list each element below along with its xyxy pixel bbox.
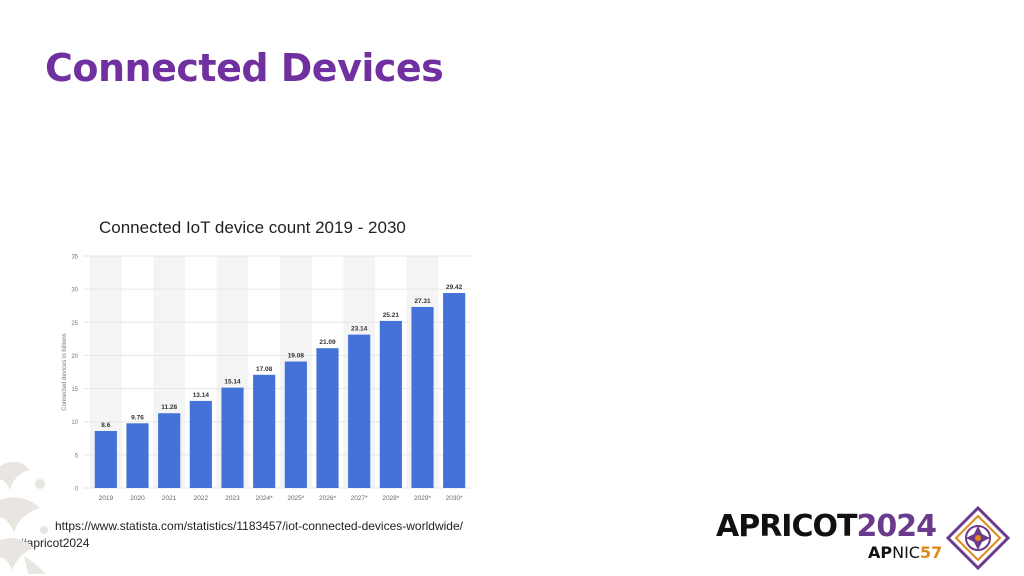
source-link[interactable]: https://www.statista.com/statistics/1183… — [55, 519, 463, 533]
y-tick-label: 20 — [71, 354, 78, 360]
bar — [316, 348, 339, 488]
x-tick-label: 2026* — [319, 495, 336, 502]
data-label: 8.6 — [101, 422, 110, 429]
decorative-corner-pattern — [0, 461, 48, 574]
apnic-wordmark: APNIC57 — [868, 543, 943, 562]
x-tick-label: 2029* — [414, 495, 431, 502]
x-tick-label: 2027* — [351, 495, 368, 502]
bar — [348, 334, 371, 488]
x-tick-label: 2021 — [162, 495, 177, 502]
x-tick-label: 2022 — [194, 495, 209, 502]
bar — [284, 361, 307, 488]
data-label: 25.21 — [383, 312, 400, 319]
bar — [379, 320, 402, 488]
bar — [158, 413, 181, 488]
data-label: 15.14 — [224, 379, 241, 386]
bar — [253, 374, 276, 488]
bar — [189, 400, 212, 488]
bar — [443, 292, 466, 488]
x-tick-label: 2030* — [446, 495, 463, 502]
x-tick-label: 2028* — [382, 495, 399, 502]
apricot-apnic-logo: APRICOT2024 APNIC57 — [716, 506, 1016, 570]
apricot-emblem-icon — [946, 506, 1010, 570]
y-tick-label: 30 — [71, 288, 78, 294]
y-tick-label: 10 — [71, 420, 78, 426]
bar — [221, 387, 244, 488]
event-hashtag: #apricot2024 — [20, 536, 90, 550]
y-axis-label: Connected devices in billions — [62, 333, 68, 410]
y-tick-label: 5 — [75, 453, 79, 459]
data-label: 19.08 — [288, 353, 305, 360]
data-label: 11.28 — [161, 404, 177, 411]
data-label: 23.14 — [351, 326, 368, 333]
x-tick-label: 2023 — [225, 495, 240, 502]
x-tick-label: 2025* — [287, 495, 304, 502]
x-tick-label: 2019 — [99, 495, 114, 502]
x-tick-label: 2024* — [256, 495, 273, 502]
data-label: 9.76 — [131, 414, 144, 421]
bar — [94, 430, 117, 488]
y-tick-label: 0 — [75, 487, 79, 493]
data-label: 29.42 — [446, 284, 463, 291]
bar — [411, 306, 434, 488]
bar — [126, 423, 149, 488]
slide-title: Connected Devices — [45, 46, 444, 90]
x-tick-label: 2020 — [130, 495, 145, 502]
chart-caption: Connected IoT device count 2019 - 2030 — [99, 218, 406, 237]
apricot-wordmark: APRICOT2024 — [716, 509, 937, 544]
data-label: 17.08 — [256, 366, 273, 373]
data-label: 27.31 — [414, 298, 431, 305]
y-tick-label: 15 — [71, 387, 78, 393]
iot-device-bar-chart: 0 5 10 15 20 25 30 35 Connected devices in billi… — [62, 255, 470, 502]
data-label: 13.14 — [193, 392, 210, 399]
y-tick-label: 35 — [71, 255, 78, 261]
data-label: 21.09 — [319, 339, 336, 346]
y-tick-label: 25 — [71, 321, 78, 327]
